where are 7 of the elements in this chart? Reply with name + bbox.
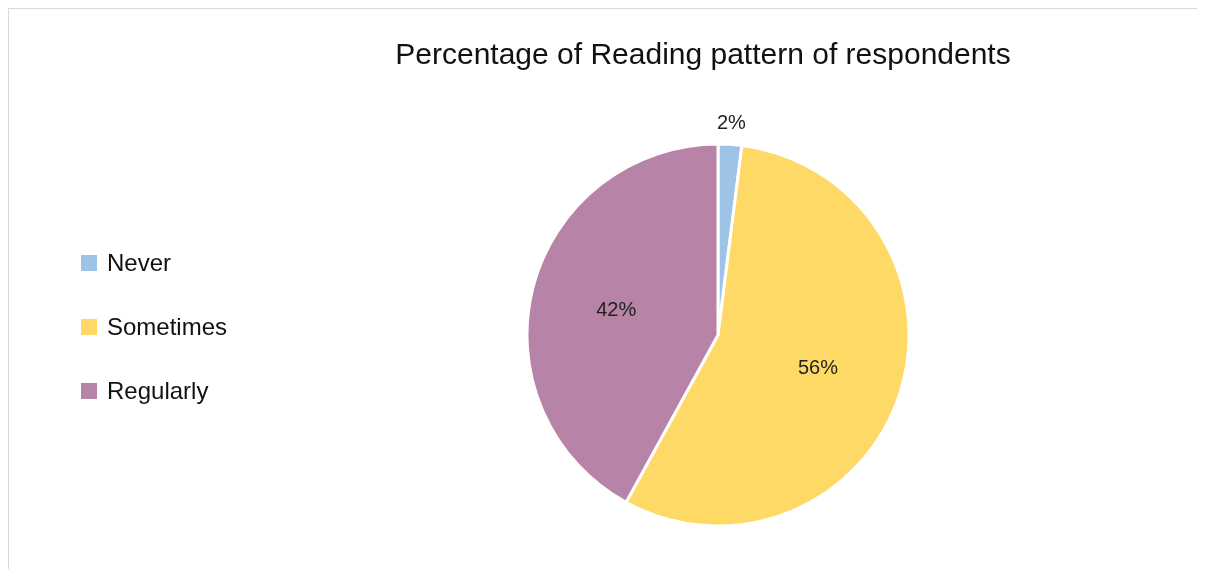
legend-label: Regularly [107, 377, 209, 405]
data-label: 42% [596, 297, 637, 320]
legend-label: Sometimes [107, 313, 228, 341]
legend-label: Never [107, 249, 172, 277]
data-label: 2% [716, 111, 747, 134]
data-label: 56% [797, 356, 839, 379]
chart-title: Percentage of Reading pattern of respondents [394, 37, 1012, 71]
